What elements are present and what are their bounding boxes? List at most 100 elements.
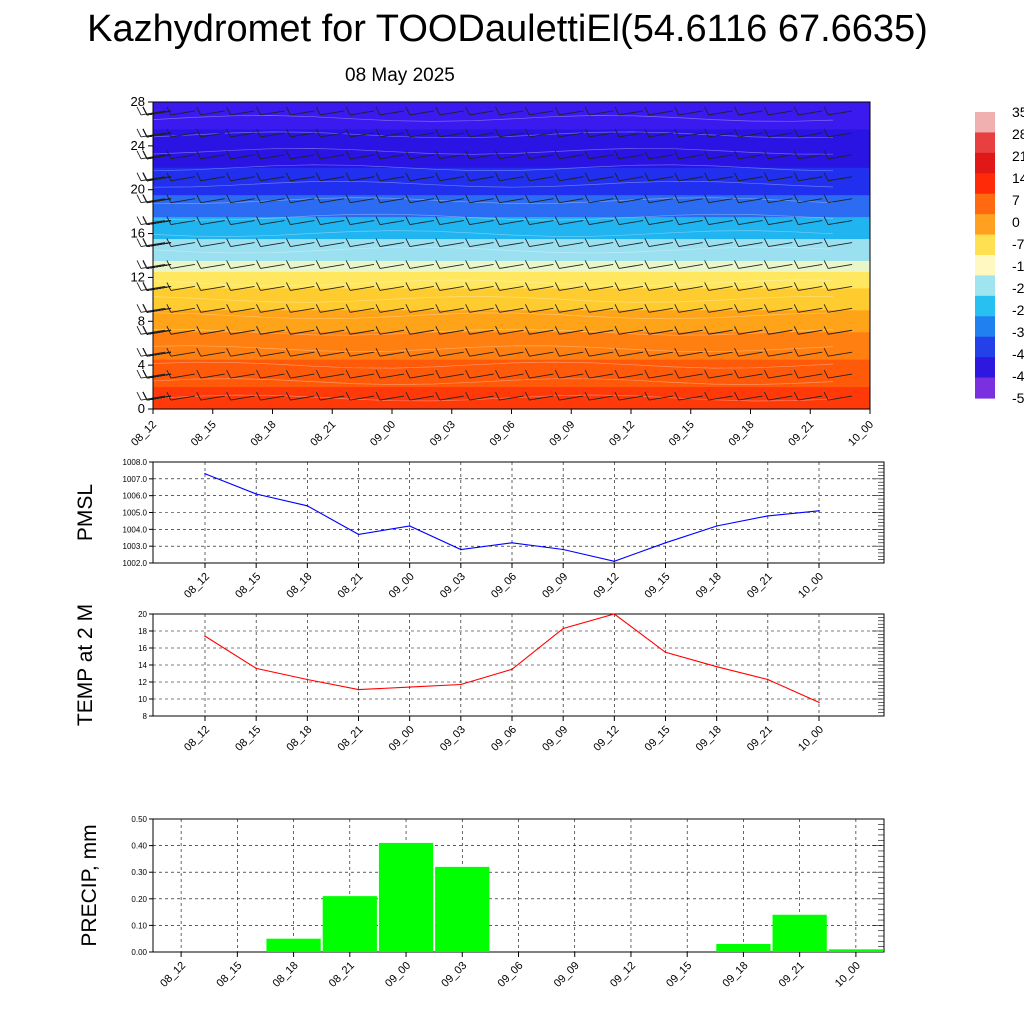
wind-barb bbox=[644, 128, 673, 138]
wind-barb bbox=[405, 216, 434, 226]
wind-barb bbox=[644, 347, 673, 357]
wind-barb bbox=[763, 282, 793, 291]
wind-barb bbox=[435, 150, 464, 160]
wind-barb bbox=[405, 304, 434, 313]
wind-barb bbox=[644, 106, 673, 116]
wind-barb bbox=[734, 391, 763, 401]
y-tick-label: 0.20 bbox=[131, 895, 147, 904]
wind-barb bbox=[793, 128, 823, 138]
colorbar: 35 28 21 14 7 0 -7 -14 -21 -28 -35 -42 -49 -56 bbox=[975, 104, 1024, 406]
wind-barb bbox=[793, 326, 823, 335]
wind-barb bbox=[226, 391, 255, 401]
y-tick-label: 8 bbox=[143, 712, 148, 721]
wind-barb bbox=[674, 391, 703, 401]
y-tick-label: 1003.0 bbox=[123, 542, 148, 551]
contour-line bbox=[152, 164, 834, 172]
y-tick-label: 10 bbox=[138, 695, 147, 704]
wind-barb bbox=[226, 150, 255, 160]
wind-barb bbox=[584, 194, 614, 204]
wind-barb bbox=[614, 369, 644, 379]
wind-barb bbox=[524, 347, 554, 357]
contour-line bbox=[152, 361, 834, 369]
wind-barb bbox=[435, 391, 464, 401]
wind-barb bbox=[142, 282, 172, 291]
wind-barb bbox=[823, 369, 853, 379]
y-tick-label: 18 bbox=[138, 627, 147, 636]
heatmap-band-1 bbox=[153, 129, 870, 169]
wind-barb bbox=[375, 106, 405, 116]
wind-barb bbox=[256, 282, 285, 291]
x-tick-label: 08_18 bbox=[284, 571, 314, 601]
wind-barb bbox=[285, 128, 315, 138]
wind-barb bbox=[196, 326, 225, 335]
wind-barb bbox=[554, 391, 584, 401]
x-tick-label: 09_15 bbox=[643, 724, 673, 754]
wind-barb bbox=[495, 260, 524, 269]
wind-barb bbox=[465, 282, 494, 291]
wind-barb bbox=[345, 282, 375, 291]
colorbar-label: 14 bbox=[1012, 170, 1024, 186]
wind-barb bbox=[345, 347, 375, 357]
precip-bar bbox=[322, 896, 377, 952]
wind-barb bbox=[196, 391, 225, 401]
wind-barb bbox=[823, 304, 853, 313]
wind-barb bbox=[524, 128, 554, 138]
wind-barb bbox=[285, 150, 315, 160]
wind-barb bbox=[674, 150, 703, 160]
wind-barb bbox=[435, 128, 464, 138]
wind-barb bbox=[823, 391, 853, 401]
x-tick-label: 09_03 bbox=[438, 724, 468, 754]
wind-barb bbox=[704, 369, 733, 379]
wind-barb bbox=[524, 216, 554, 226]
wind-barb bbox=[226, 172, 255, 182]
wind-barb bbox=[226, 216, 255, 226]
wind-barb bbox=[734, 347, 763, 357]
wind-barb bbox=[285, 391, 315, 401]
wind-barb bbox=[495, 326, 524, 335]
wind-barb bbox=[435, 238, 464, 247]
wind-barb bbox=[495, 194, 524, 204]
wind-barb bbox=[465, 216, 494, 226]
precip-bar bbox=[716, 944, 771, 952]
wind-barb bbox=[823, 150, 853, 160]
wind-barb bbox=[345, 304, 375, 313]
wind-barb bbox=[704, 282, 733, 291]
cross-section-panel: 0 4 8 12 16 20 24 28 08_12 08_15 08_18 08_21 09_00 09… bbox=[129, 94, 876, 449]
data-point bbox=[204, 472, 206, 475]
wind-barb bbox=[315, 106, 345, 116]
wind-barb bbox=[584, 106, 614, 116]
wind-barb bbox=[584, 172, 614, 182]
y-tick-label: 4 bbox=[138, 357, 145, 372]
wind-barb bbox=[405, 282, 434, 291]
wind-barb bbox=[196, 282, 225, 291]
y-tick-label: 1008.0 bbox=[123, 458, 148, 467]
wind-barb bbox=[345, 326, 375, 335]
wind-barb bbox=[704, 194, 733, 204]
data-point bbox=[664, 542, 667, 544]
wind-barb bbox=[142, 326, 172, 335]
wind-barb bbox=[793, 391, 823, 401]
wind-barb bbox=[405, 347, 434, 357]
wind-barb bbox=[763, 172, 793, 182]
wind-barb bbox=[285, 216, 315, 226]
wind-barb bbox=[674, 106, 703, 116]
x-tick-label: 09_00 bbox=[387, 724, 417, 754]
colorbar-swatch bbox=[975, 377, 995, 399]
wind-barb bbox=[256, 216, 285, 226]
wind-barb bbox=[256, 304, 285, 313]
wind-barb bbox=[256, 347, 285, 357]
x-tick-label: 09_15 bbox=[643, 571, 673, 601]
x-tick-label: 09_15 bbox=[667, 419, 697, 449]
wind-barb bbox=[674, 369, 703, 379]
wind-barb bbox=[435, 326, 464, 335]
x-tick-label: 09_03 bbox=[438, 571, 468, 601]
wind-barb bbox=[644, 194, 673, 204]
wind-barb bbox=[674, 238, 703, 247]
wind-barb bbox=[644, 216, 673, 226]
wind-barb bbox=[435, 304, 464, 313]
x-tick-label: 10_00 bbox=[796, 724, 826, 754]
wind-barb bbox=[285, 282, 315, 291]
colorbar-swatch bbox=[975, 295, 995, 317]
wind-barb bbox=[584, 391, 614, 401]
